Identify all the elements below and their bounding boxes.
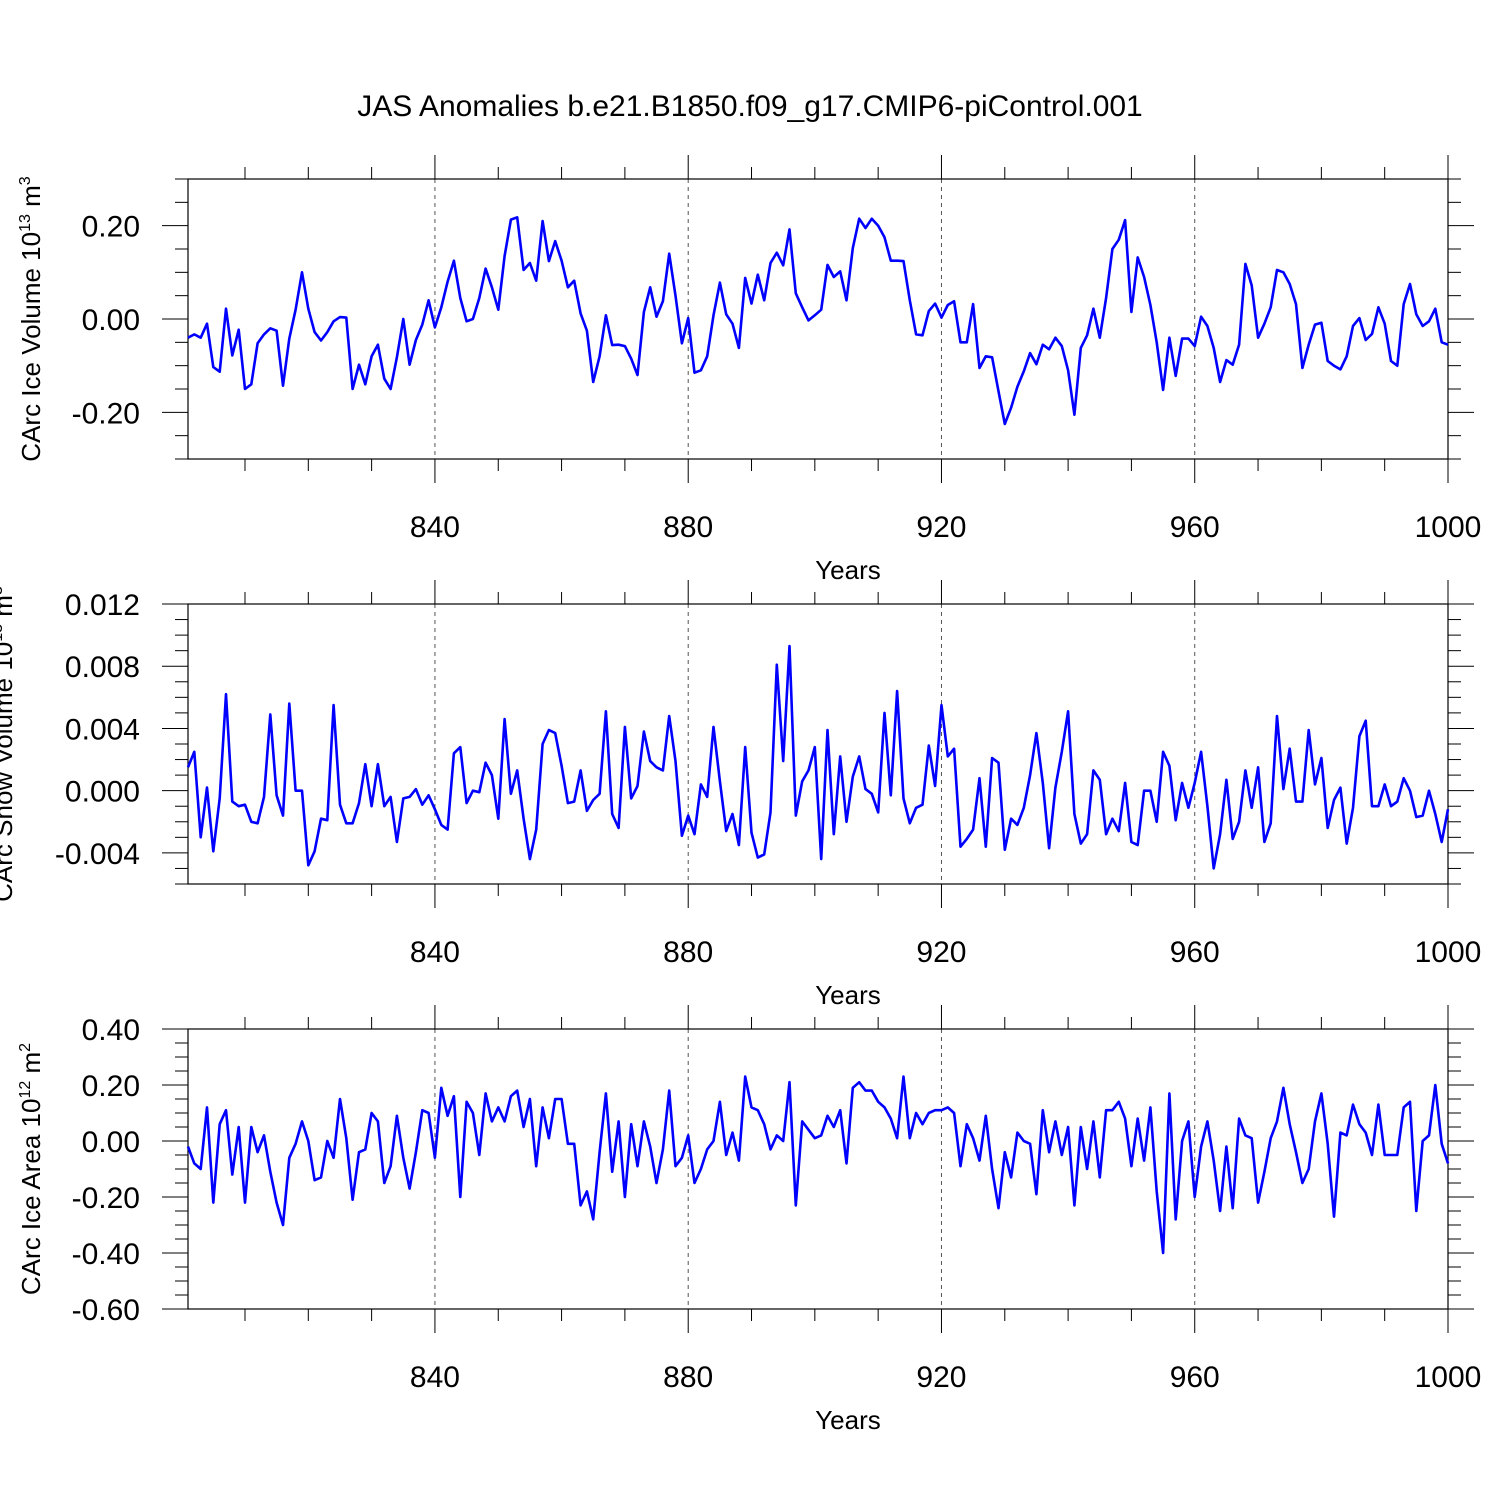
y-axis-label-text: m (0, 595, 18, 624)
panel-2: -0.004 0.000 0.004 0.008 0.012 840 880 920 960 10… (0, 580, 1481, 1010)
y-tick-label: 0.20 (82, 211, 140, 244)
y-axis-label-text: m (16, 185, 46, 214)
y-axis-label-superscript: 13 (17, 214, 34, 232)
plot-frame (187, 178, 1449, 460)
plot-frame (187, 603, 1449, 885)
y-tick-label: 0.012 (65, 589, 140, 622)
y-tick-label: -0.20 (72, 1182, 140, 1215)
series-line (186, 1075, 1450, 1255)
x-axis-label: Years (815, 980, 881, 1010)
x-tick-label: 1000 (1415, 511, 1482, 544)
y-tick-label: -0.004 (55, 838, 140, 871)
y-tick-label: -0.60 (72, 1294, 140, 1327)
x-tick-label: 880 (663, 936, 713, 969)
x-tick-label: 920 (916, 511, 966, 544)
y-axis-label-superscript: 13 (0, 624, 6, 642)
y-axis-label: CArc Snow Volume 1013 m3 (0, 586, 18, 902)
x-tick-label: 880 (663, 511, 713, 544)
y-tick-label: 0.008 (65, 651, 140, 684)
panels: -0.20 0.00 0.20 840 880 920 960 1000 Years CArc I… (0, 155, 1481, 1435)
panel-1: -0.20 0.00 0.20 840 880 920 960 1000 Years CArc I… (16, 155, 1481, 585)
x-tick-label: 920 (916, 936, 966, 969)
y-tick-label: 0.20 (82, 1070, 140, 1103)
plot-frame (187, 1028, 1449, 1310)
x-tick-label: 960 (1170, 511, 1220, 544)
y-axis-label: CArc Ice Area 1012 m2 (16, 1043, 46, 1295)
y-tick-label: 0.004 (65, 713, 140, 746)
x-tick-label: 840 (410, 936, 460, 969)
x-tick-label: 960 (1170, 1361, 1220, 1394)
x-axis-label: Years (815, 1405, 881, 1435)
x-tick-label: 960 (1170, 936, 1220, 969)
y-tick-label: 0.00 (82, 1126, 140, 1159)
x-tick-label: 880 (663, 1361, 713, 1394)
y-axis-label-text: CArc Snow Volume 10 (0, 642, 18, 902)
y-axis-label-superscript: 12 (17, 1081, 34, 1099)
y-axis-label-superscript: 3 (17, 176, 34, 185)
y-tick-label: -0.40 (72, 1238, 140, 1271)
x-tick-label: 1000 (1415, 1361, 1482, 1394)
x-tick-label: 920 (916, 1361, 966, 1394)
y-axis-label-text: m (16, 1052, 46, 1081)
y-axis-label-text: CArc Ice Volume 10 (16, 232, 46, 462)
y-axis-label-superscript: 3 (0, 586, 6, 595)
y-tick-label: -0.20 (72, 397, 140, 430)
y-tick-label: 0.000 (65, 776, 140, 809)
y-axis-label-superscript: 2 (17, 1043, 34, 1052)
series-line (186, 644, 1450, 870)
y-axis-label: CArc Ice Volume 1013 m3 (16, 176, 46, 461)
chart-title: JAS Anomalies b.e21.B1850.f09_g17.CMIP6-… (357, 90, 1143, 123)
x-axis-label: Years (815, 555, 881, 585)
series-line (187, 216, 1449, 426)
x-tick-label: 1000 (1415, 936, 1482, 969)
x-tick-label: 840 (410, 511, 460, 544)
x-tick-label: 840 (410, 1361, 460, 1394)
panel-3: -0.60 -0.40 -0.20 0.00 0.20 0.40 840 880 920 960 1… (16, 1005, 1481, 1435)
y-axis-label-text: CArc Ice Area 10 (16, 1099, 46, 1296)
y-tick-label: 0.40 (82, 1014, 140, 1047)
y-tick-label: 0.00 (82, 304, 140, 337)
